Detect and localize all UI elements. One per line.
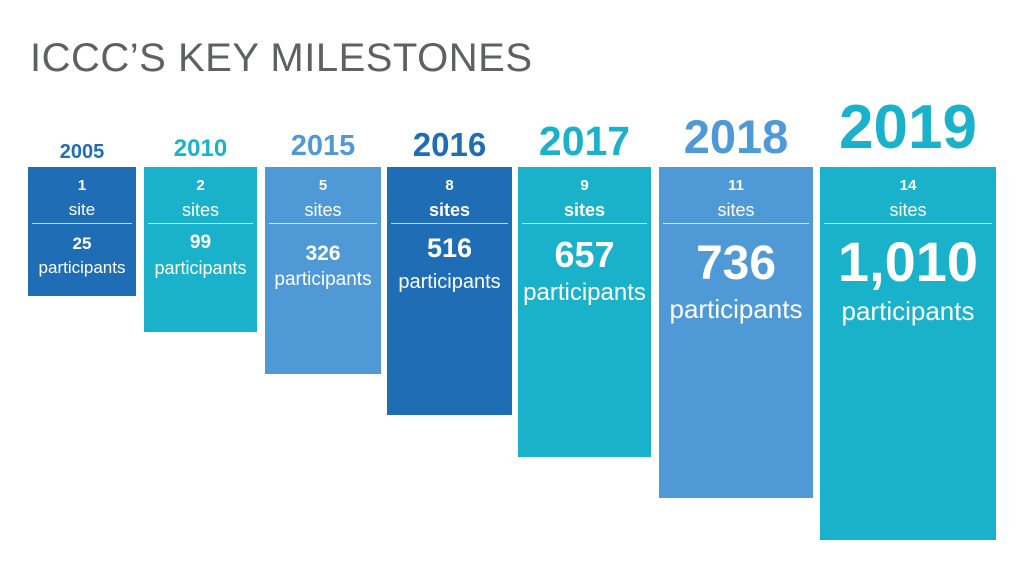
sites-unit-label: sites [889,200,927,220]
participants-unit-label: participants [154,258,247,278]
participants-count: 25 [72,234,92,253]
sites-count: 11 [728,177,744,194]
sites-count: 5 [318,177,328,194]
milestone-bar-2010: 2 sites 99 participants [144,167,257,332]
sites-count: 2 [196,177,205,194]
sites-unit-label: site [68,200,96,219]
milestone-bar-2017: 9 sites 657 participants [518,167,651,457]
year-label-2005: 2005 [59,141,105,163]
participants-count: 736 [695,237,777,290]
sites-unit-label: sites [304,200,342,220]
year-label-2016: 2016 [412,126,487,163]
bar-divider [663,223,809,224]
year-label-2018: 2018 [683,110,789,163]
participants-unit-label: participants [274,269,372,290]
participants-unit-label: participants [669,294,803,324]
sites-unit-label: sites [428,200,471,220]
milestone-bar-2019: 14 sites 1,010 participants [820,167,996,540]
year-label-2017: 2017 [538,118,631,164]
sites-count: 8 [445,177,454,194]
milestone-bar-2005: 1 site 25 participants [28,167,136,296]
participants-unit-label: participants [841,296,975,326]
participants-count: 326 [305,242,341,265]
bar-divider [269,223,377,224]
year-label-2019: 2019 [839,93,977,162]
participants-count: 516 [426,233,473,263]
bar-divider [824,223,992,224]
bar-divider [148,223,253,224]
page-title: ICCC’S KEY MILESTONES [30,36,533,80]
participants-count: 657 [554,234,615,275]
participants-count: 1,010 [837,230,979,293]
year-label-2015: 2015 [290,130,356,162]
year-label-2010: 2010 [173,135,228,162]
sites-count: 1 [77,177,87,194]
milestone-bar-2018: 11 sites 736 participants [659,167,813,498]
bar-divider [391,223,508,224]
participants-unit-label: participants [398,271,501,293]
sites-count: 14 [899,177,917,194]
participants-unit-label: participants [38,258,126,277]
sites-count: 9 [580,177,589,194]
bar-divider [32,223,132,224]
milestone-bar-2016: 8 sites 516 participants [387,167,512,415]
sites-unit-label: sites [181,200,219,220]
milestone-bar-2015: 5 sites 326 participants [265,167,381,374]
participants-unit-label: participants [523,279,646,306]
sites-unit-label: sites [717,200,755,220]
bar-divider [522,223,647,224]
participants-count: 99 [189,232,212,253]
sites-unit-label: sites [563,200,606,220]
